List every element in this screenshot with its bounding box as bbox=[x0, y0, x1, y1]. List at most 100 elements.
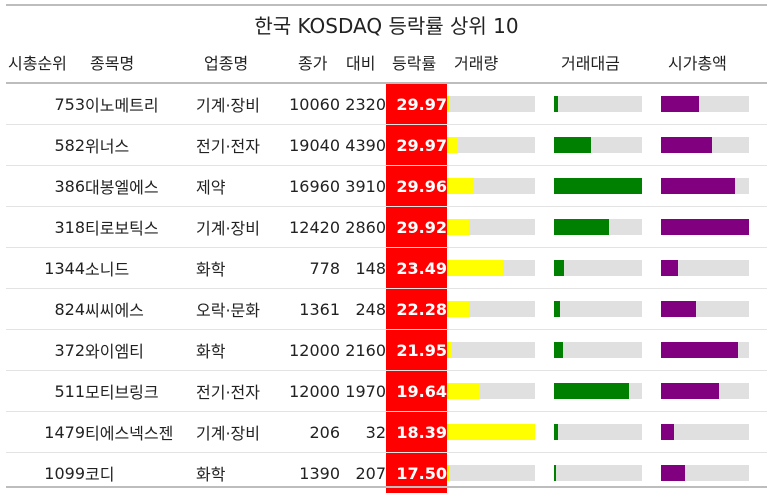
mcap-bar-cell bbox=[661, 370, 767, 412]
volume-bar bbox=[447, 137, 458, 153]
mcap-bar-track bbox=[661, 260, 749, 276]
value-bar bbox=[554, 465, 556, 481]
sector-cell: 화학 bbox=[196, 465, 226, 484]
table-row: 753 이노메트리 기계·장비 10060 2320 29.97 bbox=[6, 84, 767, 125]
volume-bar-track bbox=[447, 383, 535, 399]
change-cell: 248 bbox=[340, 288, 386, 330]
sector-cell: 제약 bbox=[196, 165, 282, 207]
sector-cell: 기계·장비 bbox=[196, 206, 282, 248]
change-cell: 2160 bbox=[340, 329, 386, 371]
value-bar bbox=[554, 342, 563, 358]
sector-cell: 전기·전자 bbox=[196, 370, 282, 412]
volume-bar-cell bbox=[447, 165, 554, 207]
table-row: 1344 소니드 화학 778 148 23.49 bbox=[6, 247, 767, 289]
table-row: 386 대봉엘에스 제약 16960 3910 29.96 bbox=[6, 165, 767, 207]
value-bar-track bbox=[554, 178, 642, 194]
mcap-bar-cell bbox=[661, 206, 767, 248]
volume-bar-track bbox=[447, 301, 535, 317]
mcap-bar-cell bbox=[661, 247, 767, 289]
rate-cell: 29.97 bbox=[386, 84, 447, 125]
sector-cell: 전기·전자 bbox=[196, 124, 282, 166]
value-bar-cell bbox=[554, 288, 661, 330]
header-rank: 시총순위 bbox=[8, 54, 67, 73]
rate-cell: 21.95 bbox=[386, 329, 447, 371]
header-value: 거래대금 bbox=[561, 54, 620, 73]
sector-cell: 화학 bbox=[196, 329, 282, 371]
sector-cell: 오락·문화 bbox=[196, 288, 282, 330]
value-bar bbox=[554, 219, 609, 235]
value-bar-track bbox=[554, 342, 642, 358]
value-bar bbox=[554, 383, 629, 399]
mcap-bar-cell bbox=[661, 411, 767, 453]
header-sector: 업종명 bbox=[204, 54, 249, 73]
value-bar-track bbox=[554, 301, 642, 317]
mcap-bar-track bbox=[661, 465, 749, 481]
name-cell: 대봉엘에스 bbox=[85, 165, 196, 207]
mcap-bar bbox=[661, 219, 749, 235]
sector-cell: 기계·장비 bbox=[196, 84, 282, 125]
value-bar-cell bbox=[554, 124, 661, 166]
table-row: 318 티로보틱스 기계·장비 12420 2860 29.92 bbox=[6, 206, 767, 248]
volume-bar-track bbox=[447, 465, 535, 481]
rate-cell: 29.96 bbox=[386, 165, 447, 207]
table-row: 372 와이엠티 화학 12000 2160 21.95 bbox=[6, 329, 767, 371]
volume-bar-track bbox=[447, 260, 535, 276]
table-body: 753 이노메트리 기계·장비 10060 2320 29.97 582 위너스 전기·전자 19… bbox=[6, 84, 767, 493]
mcap-bar bbox=[661, 342, 738, 358]
close-cell: 19040 bbox=[282, 124, 340, 166]
mcap-bar-track bbox=[661, 137, 749, 153]
name-cell: 소니드 bbox=[85, 247, 196, 289]
volume-bar-track bbox=[447, 219, 535, 235]
volume-bar bbox=[447, 301, 469, 317]
value-bar-cell bbox=[554, 165, 661, 207]
table-row: 582 위너스 전기·전자 19040 4390 29.97 bbox=[6, 124, 767, 166]
rate-cell: 22.28 bbox=[386, 288, 447, 330]
rate-cell: 23.49 bbox=[386, 247, 447, 289]
close-cell: 778 bbox=[282, 247, 340, 289]
value-bar-cell bbox=[554, 206, 661, 248]
rank-cell: 372 bbox=[6, 329, 85, 371]
rate-cell: 19.64 bbox=[386, 370, 447, 412]
change-cell: 4390 bbox=[340, 124, 386, 166]
name-cell: 위너스 bbox=[85, 124, 196, 166]
value-bar-cell bbox=[554, 84, 661, 125]
value-bar bbox=[554, 260, 564, 276]
change-cell: 2320 bbox=[340, 84, 386, 125]
mcap-bar bbox=[661, 465, 685, 481]
mcap-bar bbox=[661, 424, 674, 440]
mcap-bar bbox=[661, 178, 735, 194]
mcap-bar-track bbox=[661, 178, 749, 194]
data-table: 753 이노메트리 기계·장비 10060 2320 29.97 582 위너스 전기·전자 19… bbox=[6, 84, 767, 493]
volume-bar-cell bbox=[447, 84, 554, 125]
name-cell: 티에스넥스젠 bbox=[85, 411, 196, 453]
change-cell: 3910 bbox=[340, 165, 386, 207]
volume-bar bbox=[447, 219, 469, 235]
mcap-bar-track bbox=[661, 301, 749, 317]
header-mcap: 시가총액 bbox=[668, 54, 727, 73]
rate-cell: 29.97 bbox=[386, 124, 447, 166]
volume-bar-cell bbox=[447, 288, 554, 330]
sector-cell: 화학 bbox=[196, 247, 282, 289]
volume-bar-cell bbox=[447, 411, 554, 453]
volume-bar bbox=[447, 96, 450, 112]
volume-bar bbox=[447, 178, 474, 194]
sector-cell: 기계·장비 bbox=[196, 411, 282, 453]
value-bar bbox=[554, 424, 558, 440]
change-cell: 148 bbox=[340, 247, 386, 289]
rank-cell: 1479 bbox=[6, 411, 85, 453]
close-cell: 1361 bbox=[282, 288, 340, 330]
close-cell: 16960 bbox=[282, 165, 340, 207]
value-bar-cell bbox=[554, 370, 661, 412]
volume-bar-cell bbox=[447, 370, 554, 412]
rank-cell: 1099 bbox=[44, 463, 85, 483]
value-bar-cell bbox=[554, 329, 661, 371]
mcap-bar-cell bbox=[661, 288, 767, 330]
rank-cell: 753 bbox=[6, 84, 85, 125]
header-rule bbox=[6, 82, 767, 84]
close-cell: 12000 bbox=[282, 370, 340, 412]
change-cell: 2860 bbox=[340, 206, 386, 248]
mcap-bar-track bbox=[661, 383, 749, 399]
mcap-bar-track bbox=[661, 219, 749, 235]
name-cell: 모티브링크 bbox=[85, 370, 196, 412]
name-cell: 씨씨에스 bbox=[85, 288, 196, 330]
